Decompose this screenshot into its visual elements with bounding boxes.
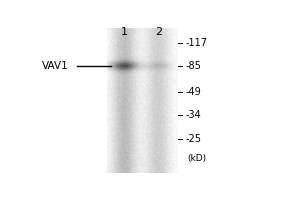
Text: -85: -85 <box>185 61 201 71</box>
Text: -49: -49 <box>185 87 201 97</box>
Text: -117: -117 <box>185 38 207 48</box>
Text: VAV1: VAV1 <box>42 61 69 71</box>
Text: 1: 1 <box>121 27 128 37</box>
Text: (kD): (kD) <box>188 154 207 163</box>
Text: -25: -25 <box>185 134 201 144</box>
Text: 2: 2 <box>155 27 162 37</box>
Text: -34: -34 <box>185 110 201 120</box>
